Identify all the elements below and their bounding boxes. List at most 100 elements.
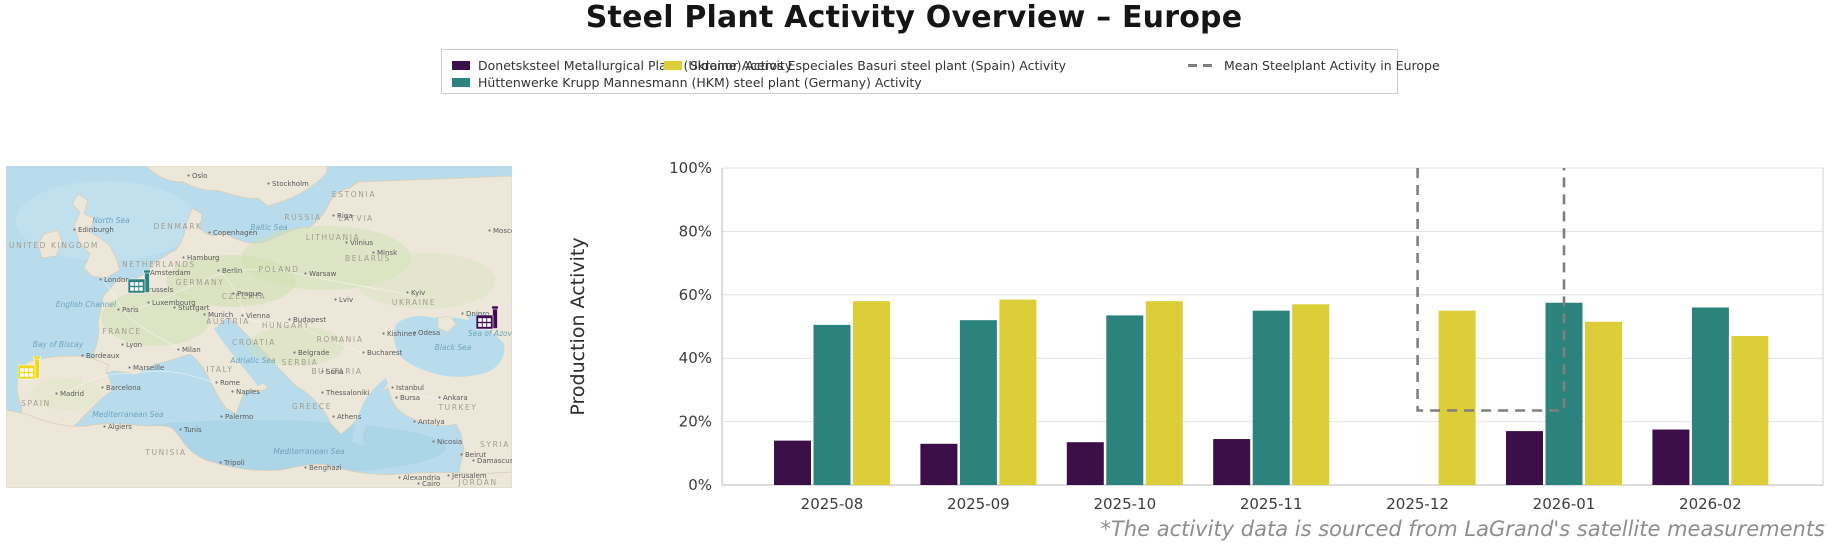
x-tick-label: 2026-01 [1533, 495, 1596, 510]
legend-swatch-hkm [452, 77, 470, 87]
y-tick-label: 60% [679, 286, 712, 304]
map-label-city: Budapest [293, 316, 326, 324]
map-label-country: NETHERLANDS [122, 260, 196, 269]
map-label-city: Berlin [222, 267, 242, 275]
map-label-city: Lviv [339, 296, 353, 304]
map-label-country: SERBIA [282, 358, 319, 367]
mean-activity-dashed-line [1416, 168, 1566, 412]
map-label-city: Riga [337, 212, 353, 220]
map-label-country: SPAIN [21, 399, 51, 408]
map-label-country: LITHUANIA [306, 233, 361, 242]
bar-2025-10-series0 [1066, 442, 1104, 485]
x-tick-label: 2025-11 [1240, 495, 1303, 510]
y-tick-label: 40% [679, 349, 712, 367]
map-label-city: Bordeaux [86, 352, 119, 360]
bar-2025-09-series2 [999, 299, 1037, 485]
map-label-country: TUNISIA [144, 448, 186, 457]
map-label-country: CROATIA [232, 338, 276, 347]
map-label-city: Tripoli [223, 459, 245, 467]
legend-item-hkm: Hüttenwerke Krupp Mannesmann (HKM) steel… [452, 74, 922, 90]
map-label-city: Vienna [246, 312, 270, 320]
map-label-city: Warsaw [309, 270, 337, 278]
bar-2025-11-series2 [1292, 304, 1330, 485]
bar-2025-09-series1 [959, 320, 997, 485]
map-label-city: Minsk [377, 249, 398, 257]
legend-label: Hüttenwerke Krupp Mannesmann (HKM) steel… [478, 74, 922, 90]
map-label-city: Kishinev [387, 330, 416, 338]
bar-2025-11-series0 [1213, 439, 1251, 485]
map-label-sea: North Sea [92, 216, 130, 225]
map-label-city: Milan [182, 346, 201, 354]
map-label-sea: English Channel [56, 300, 117, 309]
map-label-sea: Mediterranean Sea [273, 447, 345, 456]
map-label-city: Jerusalem [451, 472, 487, 480]
x-tick-label: 2025-09 [947, 495, 1010, 510]
map-label-country: BELARUS [345, 254, 391, 263]
legend-label: Donetsksteel Metallurgical Plant (Ukrain… [478, 57, 793, 73]
map-label-city: Sofia [326, 368, 343, 376]
map-label-city: Istanbul [396, 384, 424, 392]
map-label-sea: Bay of Biscay [33, 340, 84, 349]
map-label-city: Dnipro [466, 310, 489, 318]
map-label-city: Alexandria [403, 474, 440, 482]
bar-2026-01-series1 [1545, 302, 1583, 485]
map-land-uk [71, 193, 121, 279]
map-land-ireland [37, 229, 63, 259]
map-label-city: Ankara [443, 394, 468, 402]
map-label-city: Odesa [418, 329, 440, 337]
map-label-country: GREECE [292, 402, 332, 411]
map-labels: North Sea Baltic Sea English Channel Bay of… [9, 172, 521, 488]
bar-2025-08-series1 [813, 324, 851, 485]
map-label-country: GERMANY [176, 278, 225, 287]
map-label-city: Brussels [144, 286, 174, 294]
x-tick-label: 2025-08 [801, 495, 864, 510]
map-label-country: LATVIA [338, 214, 374, 223]
map-label-city: Naples [236, 388, 260, 396]
y-tick-label: 100% [669, 159, 712, 177]
map-label-sea: Mediterranean Sea [92, 410, 164, 419]
map-baltic-sea [222, 174, 358, 240]
bar-2026-01-series0 [1506, 431, 1543, 485]
map-label-city: Vilnius [350, 239, 373, 247]
map-label-city: Munich [208, 311, 233, 319]
bar-2025-10-series2 [1145, 301, 1183, 485]
map-label-country: ITALY [206, 365, 233, 374]
map-label-city: Beirut [465, 451, 486, 459]
map-label-country: FRANCE [102, 327, 142, 336]
bar-2025-08-series2 [853, 301, 890, 485]
bar-2025-09-series0 [920, 443, 958, 485]
legend-label: Mean Steelplant Activity in Europe [1224, 57, 1440, 73]
map-label-city: Nicosia [437, 438, 462, 446]
map-label-city: Rome [220, 379, 240, 387]
map-label-city: Hamburg [187, 254, 219, 262]
map-label-city: Copenhagen [213, 229, 257, 237]
map-label-city: Thessaloniki [325, 389, 369, 397]
map-label-city: Lyon [126, 341, 142, 349]
map-label-city: Oslo [192, 172, 207, 180]
map-label-country: ROMANIA [317, 335, 364, 344]
legend-item-sidenor: Sidenor Aceros Especiales Basuri steel p… [664, 57, 1066, 73]
bar-2026-01-series2 [1585, 321, 1622, 485]
bar-2025-10-series1 [1106, 315, 1144, 485]
map-label-country: SYRIA [480, 440, 510, 449]
map-crimea [437, 315, 457, 333]
bar-2026-02-series1 [1691, 307, 1729, 485]
map-adriatic-sea [214, 326, 266, 386]
map-label-sea: Black Sea [435, 343, 472, 352]
map-label-city: Paris [122, 306, 139, 314]
x-tick-label: 2025-10 [1093, 495, 1156, 510]
map-label-country: POLAND [259, 265, 300, 274]
legend-dashed-line-swatch [1188, 63, 1216, 67]
map-label-city: Cairo [422, 480, 440, 488]
bar-2025-12-series2 [1438, 310, 1476, 485]
page-title: Steel Plant Activity Overview – Europe [585, 0, 1243, 35]
x-tick-label: 2026-02 [1679, 495, 1742, 510]
map-aegean-sea [352, 378, 388, 446]
bar-2026-02-series2 [1731, 336, 1769, 485]
map-label-city: Athens [337, 413, 362, 421]
map-label-country: AUSTRIA [206, 317, 250, 326]
europe-map-svg: North Sea Baltic Sea English Channel Bay of… [5, 165, 521, 489]
map-label-city: Moscow [493, 227, 512, 235]
map-label-country: HUNGARY [262, 321, 310, 330]
map-label-city: Belgrade [298, 349, 329, 357]
